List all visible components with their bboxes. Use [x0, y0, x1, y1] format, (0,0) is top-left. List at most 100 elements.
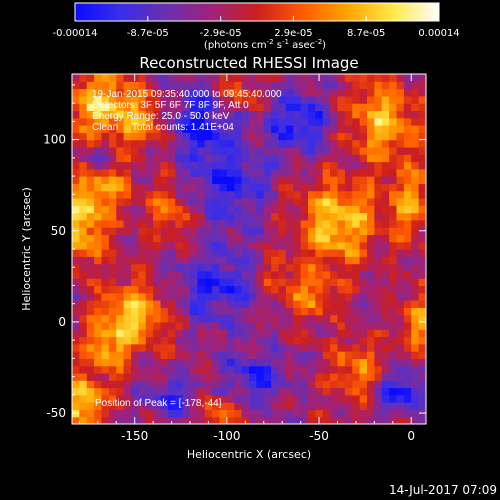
heatmap-cell	[108, 329, 117, 338]
heatmap-cell	[153, 394, 162, 403]
colorbar-tick-label: 8.7e-05	[347, 28, 385, 39]
heatmap-cell	[256, 95, 265, 104]
heatmap-cell	[396, 219, 405, 228]
heatmap-cell	[352, 270, 361, 279]
heatmap-cell	[389, 146, 398, 155]
heatmap-cell	[278, 416, 287, 424]
heatmap-cell	[182, 263, 191, 272]
heatmap-cell	[249, 387, 257, 396]
heatmap-cell	[101, 394, 110, 403]
heatmap-cell	[226, 358, 235, 367]
heatmap-cell	[352, 365, 361, 374]
heatmap-cell	[308, 307, 316, 316]
heatmap-cell	[352, 125, 361, 133]
heatmap-cell	[131, 343, 139, 352]
heatmap-cell	[94, 365, 103, 374]
heatmap-cell	[278, 351, 287, 359]
heatmap-cell	[418, 219, 426, 228]
heatmap-cell	[337, 358, 346, 367]
heatmap-cell	[79, 402, 88, 411]
heatmap-cell	[322, 343, 331, 352]
heatmap-cell	[308, 212, 316, 221]
heatmap-cell	[344, 402, 353, 411]
heatmap-cell	[241, 154, 250, 163]
heatmap-cell	[359, 372, 368, 381]
heatmap-cell	[381, 110, 390, 119]
heatmap-cell	[418, 125, 426, 133]
heatmap-cell	[160, 161, 169, 170]
heatmap-cell	[145, 351, 154, 359]
heatmap-cell	[293, 365, 302, 374]
heatmap-cell	[293, 372, 302, 381]
heatmap-cell	[175, 212, 184, 221]
heatmap-cell	[234, 241, 243, 250]
heatmap-cell	[308, 263, 316, 272]
heatmap-cell	[86, 227, 95, 236]
heatmap-cell	[197, 154, 206, 163]
heatmap-cell	[182, 234, 191, 243]
heatmap-cell	[322, 358, 331, 367]
heatmap-cell	[411, 314, 420, 323]
heatmap-cell	[101, 117, 110, 126]
heatmap-cell	[403, 219, 412, 228]
heatmap-cell	[153, 110, 162, 119]
heatmap-cell	[160, 117, 169, 126]
heatmap-cell	[212, 176, 221, 184]
heatmap-cell	[308, 336, 316, 345]
heatmap-cell	[418, 358, 426, 367]
heatmap-cell	[167, 300, 176, 308]
heatmap-cell	[344, 234, 353, 243]
heatmap-cell	[285, 197, 294, 206]
heatmap-cell	[403, 146, 412, 155]
heatmap-cell	[300, 329, 309, 338]
heatmap-cell	[278, 176, 287, 184]
heatmap-cell	[108, 154, 117, 163]
heatmap-cell	[263, 154, 272, 163]
heatmap-cell	[86, 285, 95, 294]
heatmap-cell	[352, 329, 361, 338]
heatmap-cell	[322, 380, 331, 389]
heatmap-cell	[374, 256, 383, 265]
heatmap-cell	[359, 88, 368, 97]
heatmap-cell	[344, 168, 353, 177]
heatmap-cell	[256, 117, 265, 126]
heatmap-cell	[389, 249, 398, 257]
heatmap-cell	[322, 416, 331, 424]
heatmap-cell	[308, 139, 316, 148]
heatmap-cell	[79, 394, 88, 403]
heatmap-cell	[123, 183, 132, 192]
heatmap-cell	[197, 380, 206, 389]
heatmap-cell	[219, 176, 228, 184]
heatmap-cell	[108, 380, 117, 389]
heatmap-cell	[153, 103, 162, 112]
heatmap-cell	[359, 205, 368, 214]
heatmap-cell	[256, 219, 265, 228]
heatmap-cell	[396, 292, 405, 301]
heatmap-cell	[300, 380, 309, 389]
heatmap-cell	[271, 278, 280, 287]
heatmap-cell	[337, 154, 346, 163]
heatmap-cell	[367, 161, 375, 170]
heatmap-cell	[79, 278, 88, 287]
heatmap-cell	[352, 95, 361, 104]
heatmap-cell	[108, 146, 117, 155]
heatmap-cell	[285, 146, 294, 155]
heatmap-cell	[138, 234, 147, 243]
heatmap-cell	[344, 307, 353, 316]
heatmap-cell	[234, 358, 243, 367]
heatmap-cell	[226, 343, 235, 352]
heatmap-cell	[241, 125, 250, 133]
heatmap-cell	[271, 394, 280, 403]
heatmap-cell	[285, 190, 294, 199]
heatmap-cell	[190, 329, 198, 338]
heatmap-cell	[367, 402, 375, 411]
heatmap-cell	[367, 212, 375, 221]
heatmap-cell	[374, 314, 383, 323]
heatmap-cell	[72, 380, 80, 389]
heatmap-cell	[403, 270, 412, 279]
heatmap-cell	[138, 139, 147, 148]
heatmap-cell	[197, 249, 206, 257]
heatmap-cell	[374, 351, 383, 359]
heatmap-cell	[300, 212, 309, 221]
heatmap-cell	[315, 161, 324, 170]
